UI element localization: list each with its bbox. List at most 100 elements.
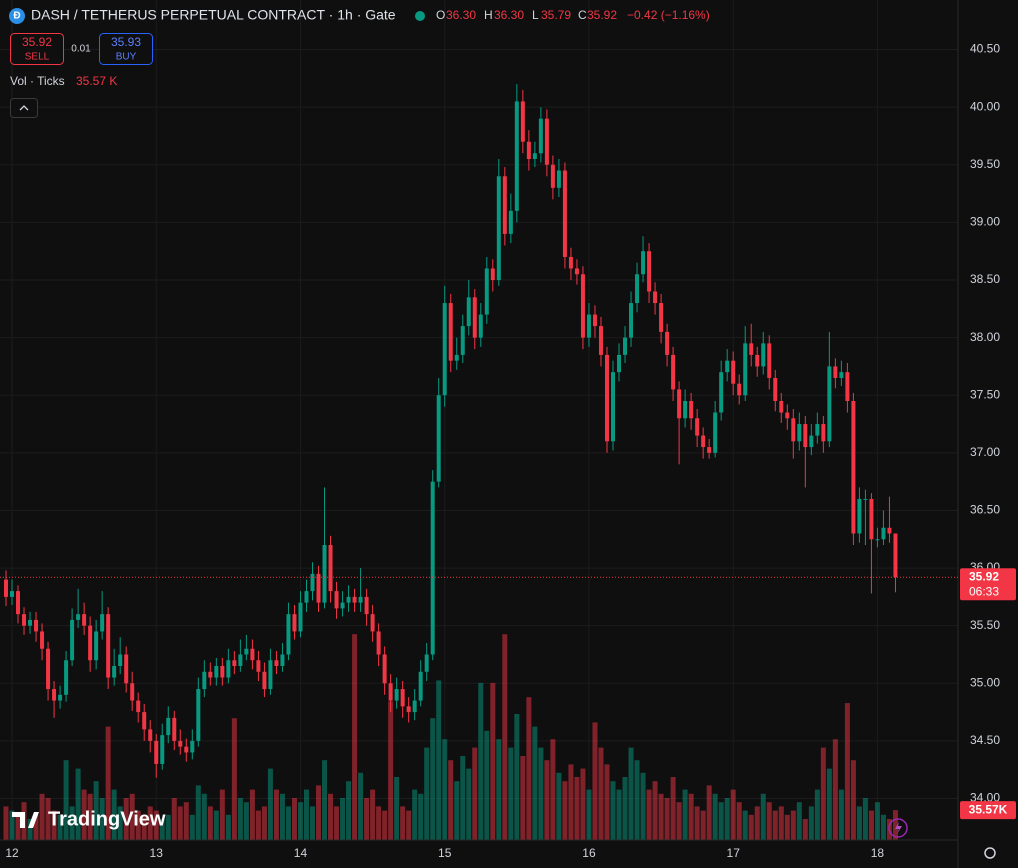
candle-body [16, 591, 21, 615]
buy-button[interactable] [99, 33, 153, 65]
volume-bar [580, 768, 586, 840]
volume-bar [376, 806, 382, 840]
volume-bar [267, 768, 273, 840]
ohlc-change: −0.42 (−1.16%) [627, 8, 710, 22]
candle-body [592, 314, 597, 327]
volume-bar [81, 789, 87, 840]
candle-body [58, 694, 63, 701]
candle-body [653, 291, 658, 304]
volume-bar [880, 814, 886, 840]
volume-bar [388, 701, 394, 840]
volume-bar [285, 806, 291, 840]
volume-bar [153, 810, 159, 840]
volume-bar [195, 785, 201, 840]
candle-body [100, 614, 105, 632]
candle-body [815, 424, 820, 436]
volume-bar [165, 814, 171, 840]
lightning-button[interactable] [888, 818, 908, 838]
sell-button[interactable] [10, 33, 64, 65]
candle-body [827, 366, 832, 442]
volume-bar [334, 806, 340, 840]
candle-body [244, 648, 249, 655]
candle-body [400, 689, 405, 707]
volume-bar [243, 802, 249, 840]
volume-bar [892, 810, 898, 840]
price-tag [960, 568, 1016, 601]
ohlc-label: L [532, 8, 539, 22]
volume-bar [616, 789, 622, 840]
volume-bar [472, 747, 478, 840]
candle-body [250, 648, 255, 661]
ohlc-label: O [436, 8, 445, 22]
volume-bar [207, 806, 213, 840]
candle-body [755, 354, 760, 367]
candle-body [617, 354, 622, 373]
candle-body [532, 153, 537, 160]
candle-body [256, 660, 261, 672]
candle-body [839, 372, 844, 378]
collapse-button[interactable] [10, 98, 38, 118]
volume-bar [760, 793, 766, 840]
x-tick-label: 15 [438, 846, 452, 860]
sell-label: SELL [25, 52, 50, 63]
buy-price: 35.93 [111, 35, 141, 49]
candle-body [556, 170, 561, 188]
volume-bar [520, 756, 526, 840]
ohlc-value: 36.30 [446, 8, 476, 22]
volume-bar [237, 798, 243, 840]
candle-body [472, 297, 477, 338]
volume-bar [562, 781, 568, 840]
volume-bar [33, 814, 39, 840]
volume-bar [177, 806, 183, 840]
candle-body [40, 631, 45, 649]
candle-body [238, 654, 243, 667]
candle-body [550, 164, 555, 188]
volume-bar [213, 810, 219, 840]
volume-bar [273, 789, 279, 840]
candle-body [370, 614, 375, 632]
candle-body [316, 573, 321, 603]
candle-body [731, 360, 736, 384]
volume-bar [201, 793, 207, 840]
volume-bar [189, 814, 195, 840]
y-tick-label: 38.00 [970, 330, 1000, 344]
settings-icon[interactable] [984, 847, 996, 859]
candle-body [112, 666, 117, 678]
volume-bar [652, 781, 658, 840]
volume-bar [303, 789, 309, 840]
volume-bar [45, 798, 51, 840]
candle-body [334, 591, 339, 609]
candle-body [761, 343, 766, 367]
candle-body [773, 377, 778, 401]
candle-body [430, 481, 435, 655]
volume-bar [111, 789, 117, 840]
volume-bar [346, 781, 352, 840]
volume-bar [261, 806, 267, 840]
ohlc-value: 35.79 [541, 8, 571, 22]
candle-body [869, 498, 874, 540]
candle-body [779, 400, 784, 413]
volume-bar [490, 682, 496, 840]
candle-body [148, 729, 153, 741]
volume-bar [231, 718, 237, 840]
volume-bar [718, 802, 724, 840]
candle-body [851, 400, 856, 534]
volume-bar [568, 764, 574, 840]
volume-bar [141, 814, 147, 840]
volume-bar [502, 634, 508, 840]
candle-body [166, 717, 171, 736]
spread: 0.01 [71, 44, 91, 55]
volume-bar [15, 814, 21, 840]
candle-body [106, 614, 111, 678]
candle-body [34, 619, 39, 632]
volume-bar [820, 747, 826, 840]
candle-body [809, 435, 814, 448]
symbol-icon-glyph: Đ [13, 11, 20, 22]
candle-body [598, 326, 603, 355]
candle-body [737, 383, 742, 396]
volume-legend-label: Vol · Ticks [10, 74, 65, 88]
candle-body [623, 337, 628, 355]
collapse-icon [19, 105, 29, 111]
candle-body [580, 274, 585, 338]
